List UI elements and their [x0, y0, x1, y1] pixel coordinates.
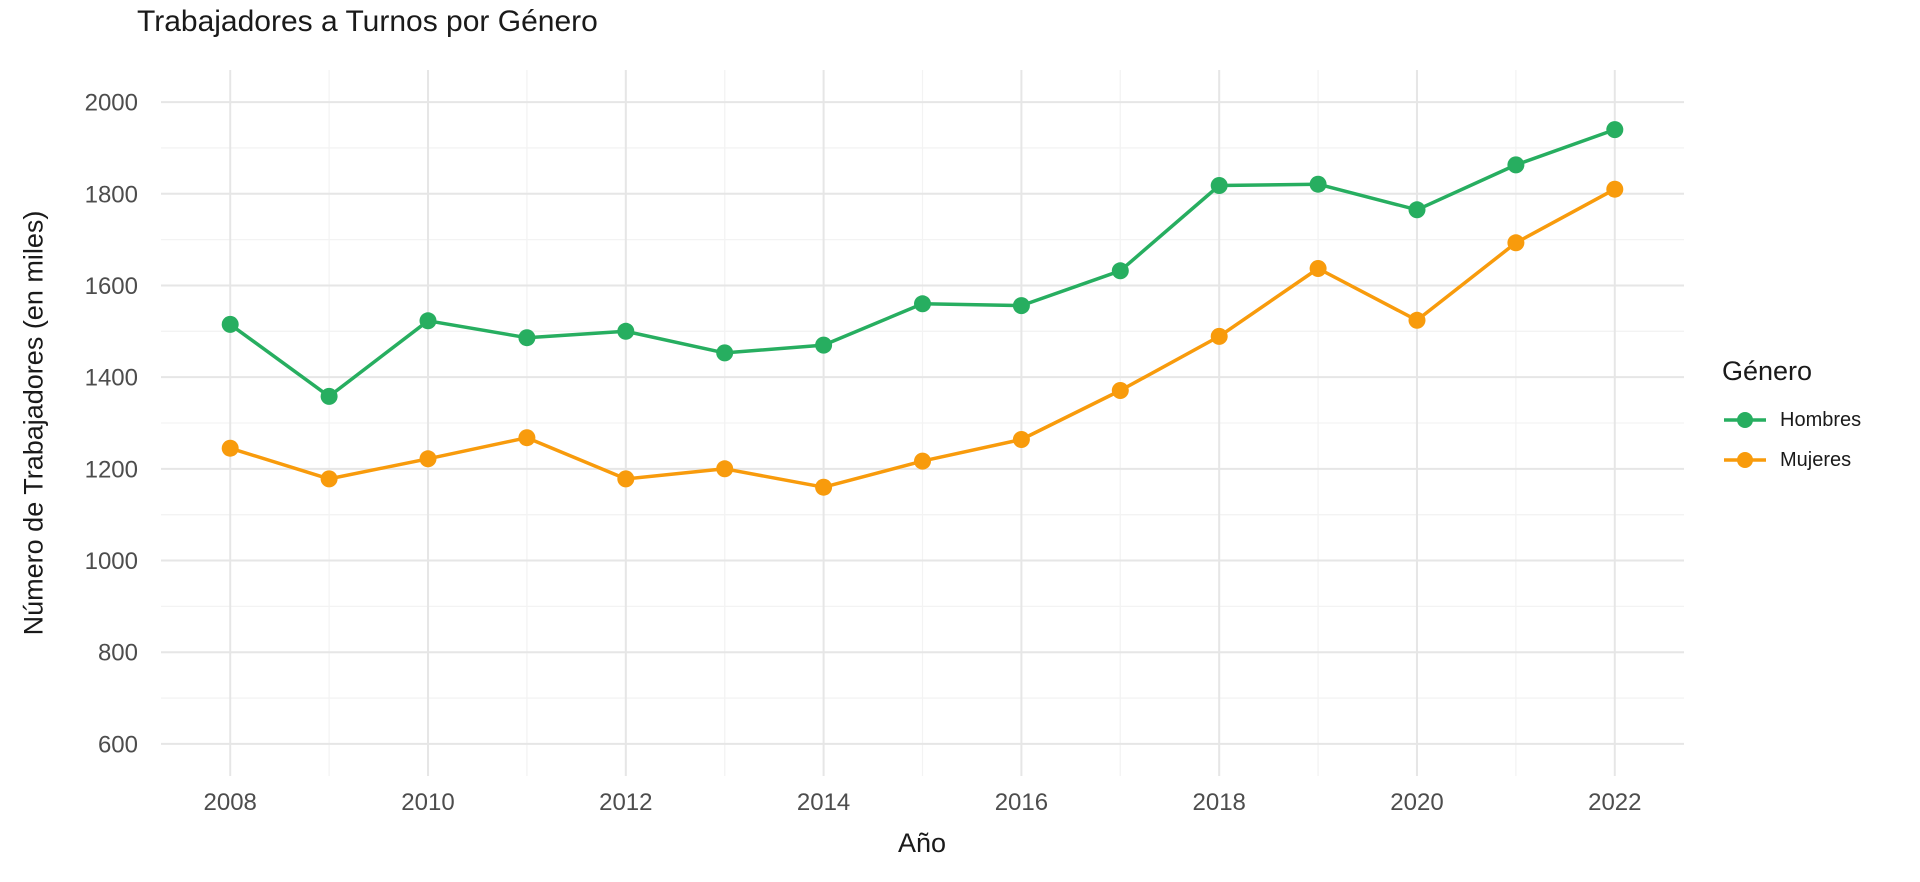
data-point — [1012, 431, 1030, 448]
data-point — [518, 429, 536, 447]
y-tick-label: 1400 — [85, 365, 138, 392]
data-point — [914, 295, 931, 313]
data-point — [815, 478, 833, 496]
legend-item: Hombres — [1722, 407, 1861, 433]
x-tick-label: 2016 — [995, 789, 1048, 816]
data-point — [1012, 297, 1030, 315]
data-point — [617, 322, 635, 340]
data-point — [1606, 121, 1624, 139]
x-tick-label: 2012 — [599, 789, 652, 816]
data-point — [617, 470, 635, 488]
legend-item: Mujeres — [1722, 447, 1861, 473]
y-tick-label: 1200 — [85, 456, 138, 483]
y-tick-label: 2000 — [85, 90, 138, 117]
legend-title: Género — [1722, 356, 1813, 386]
x-axis-title: Año — [897, 828, 947, 858]
y-tick-label: 1600 — [85, 273, 138, 300]
data-point — [716, 460, 734, 478]
data-point — [1210, 177, 1228, 194]
y-tick-label: 1000 — [85, 548, 138, 575]
data-point — [320, 470, 338, 488]
y-tick-label: 1800 — [85, 181, 138, 208]
data-point — [1111, 382, 1129, 399]
y-tick-label: 600 — [98, 731, 138, 758]
legend: Género Hombres Mujeres — [1722, 356, 1861, 487]
data-point — [815, 336, 833, 354]
data-point — [1606, 180, 1624, 198]
data-point — [320, 387, 338, 405]
data-point — [1309, 175, 1327, 193]
x-tick-label: 2022 — [1588, 789, 1641, 816]
plot-title: Trabajadores a Turnos por Género — [137, 5, 598, 38]
y-axis-title: Número de Trabajadores (en miles) — [18, 210, 49, 636]
data-point — [1507, 234, 1525, 252]
data-point — [1507, 156, 1525, 174]
legend-key-icon — [1724, 452, 1766, 468]
x-tick-label: 2020 — [1390, 789, 1443, 816]
data-point — [1408, 201, 1426, 219]
data-point — [221, 315, 239, 333]
data-point — [419, 450, 437, 468]
x-tick-label: 2018 — [1193, 789, 1246, 816]
data-point — [1408, 311, 1426, 329]
y-tick-label: 800 — [98, 640, 138, 667]
legend-key-icon — [1724, 412, 1766, 428]
data-point — [1210, 327, 1228, 345]
data-point — [716, 344, 734, 362]
data-point — [1111, 262, 1129, 280]
data-point — [221, 439, 239, 457]
data-point — [518, 329, 536, 347]
data-point — [914, 452, 931, 470]
x-tick-label: 2010 — [401, 789, 454, 816]
x-tick-label: 2014 — [797, 789, 850, 816]
data-point — [419, 312, 437, 330]
legend-key-point — [1737, 412, 1753, 428]
legend-item-label: Hombres — [1780, 408, 1862, 431]
legend-item-label: Mujeres — [1780, 448, 1852, 471]
legend-key-point — [1737, 452, 1753, 468]
data-point — [1309, 260, 1327, 277]
x-tick-label: 2008 — [204, 789, 257, 816]
